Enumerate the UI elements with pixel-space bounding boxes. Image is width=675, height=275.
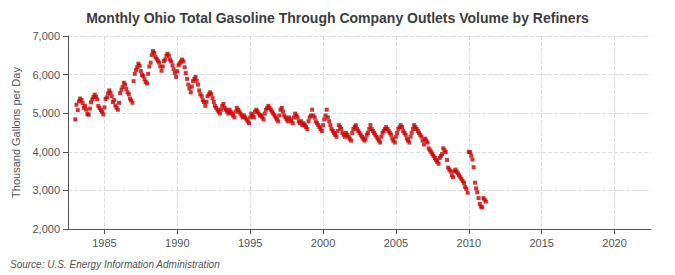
svg-text:5,000: 5,000 (32, 107, 60, 119)
svg-text:2015: 2015 (529, 237, 553, 249)
svg-text:2020: 2020 (602, 237, 626, 249)
svg-text:1990: 1990 (165, 237, 189, 249)
svg-text:4,000: 4,000 (32, 146, 60, 158)
svg-text:2000: 2000 (311, 237, 335, 249)
svg-text:Thousand Gallons per Day: Thousand Gallons per Day (10, 67, 22, 198)
svg-text:2,000: 2,000 (32, 223, 60, 235)
svg-text:3,000: 3,000 (32, 184, 60, 196)
svg-text:Source: U.S. Energy Informatio: Source: U.S. Energy Information Administ… (10, 259, 220, 270)
svg-text:2010: 2010 (457, 237, 481, 249)
svg-text:Monthly Ohio Total Gasoline Th: Monthly Ohio Total Gasoline Through Comp… (86, 10, 589, 26)
svg-text:2005: 2005 (384, 237, 408, 249)
svg-text:7,000: 7,000 (32, 30, 60, 42)
svg-text:1995: 1995 (238, 237, 262, 249)
svg-text:6,000: 6,000 (32, 69, 60, 81)
svg-text:1985: 1985 (92, 237, 116, 249)
